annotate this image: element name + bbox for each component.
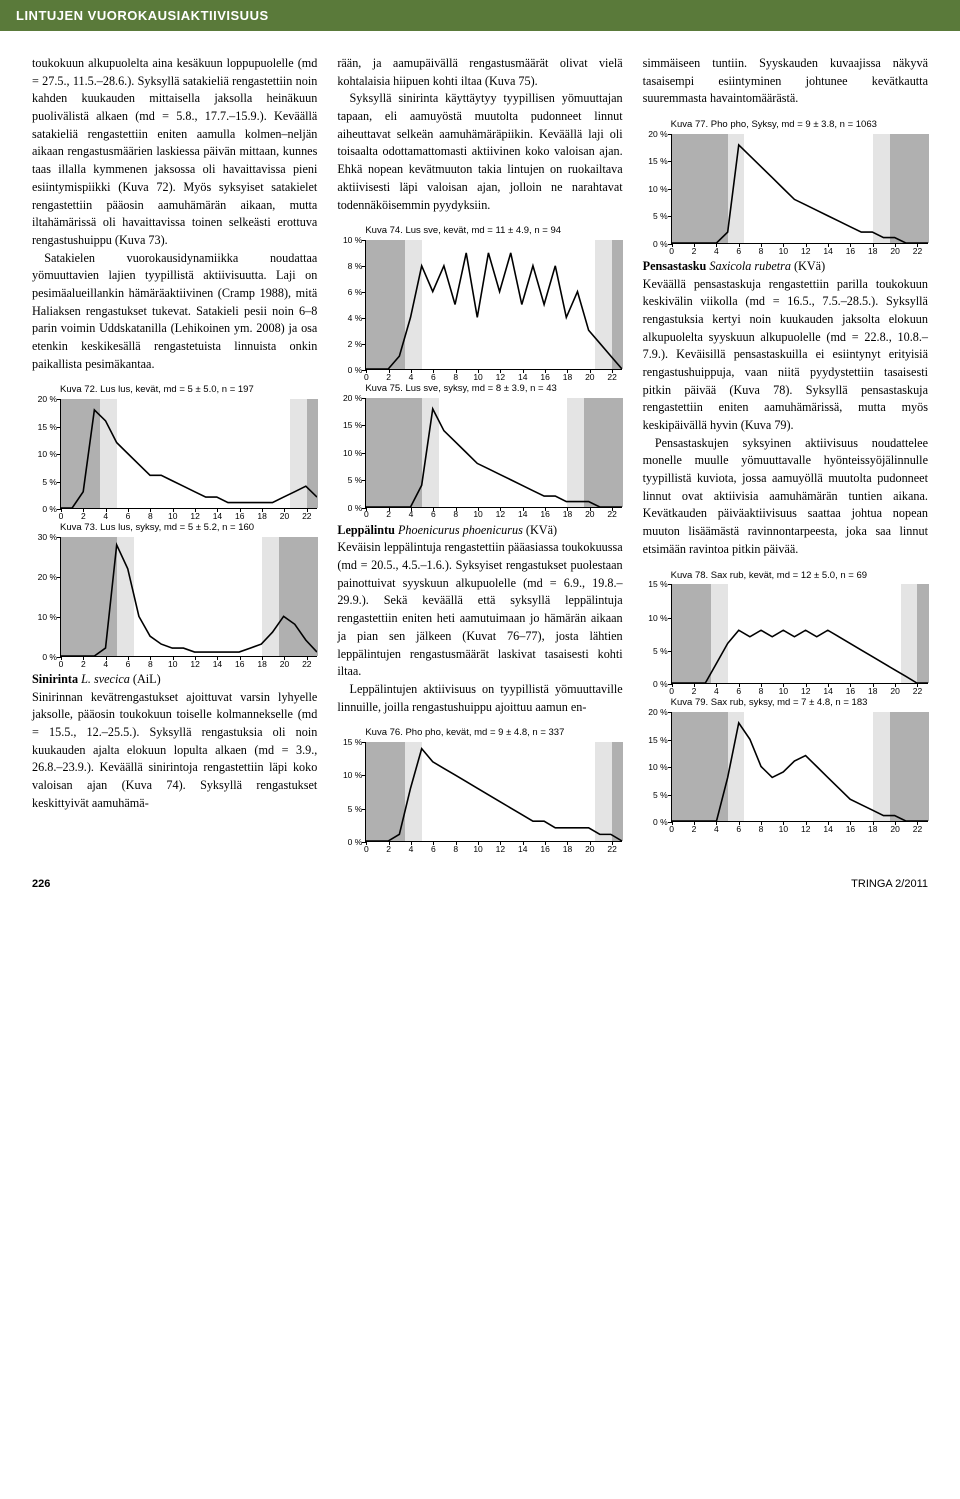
- chart-76: 0 %5 %10 %15 %0246810121416182022: [365, 742, 622, 842]
- chart-73-title: Kuva 73. Lus lus, syksy, md = 5 ± 5.2, n…: [32, 521, 317, 535]
- page-body: toukokuun alkupuolelta aina kesäkuun lop…: [0, 31, 960, 872]
- col2-para-1: rään, ja aamupäivällä rengastusmäärät ol…: [337, 55, 622, 90]
- chart-78: 0 %5 %10 %15 %0246810121416182022: [671, 584, 928, 684]
- column-2: rään, ja aamupäivällä rengastusmäärät ol…: [337, 55, 622, 856]
- pensastasku-heading: Pensastasku Saxicola rubetra (KVä): [643, 258, 928, 276]
- chart-73: 0 %10 %20 %30 %0246810121416182022: [60, 537, 317, 657]
- chart-78-79-wrap: Kuva 78. Sax rub, kevät, md = 12 ± 5.0, …: [643, 569, 928, 823]
- chart-74: 0 %2 %4 %6 %8 %10 %0246810121416182022: [365, 240, 622, 370]
- chart-77: 0 %5 %10 %15 %20 %0246810121416182022: [671, 134, 928, 244]
- col3-para-2: Pensastaskujen syksyinen aktiivisuus nou…: [643, 435, 928, 559]
- col3-para-1: simmäiseen tuntiin. Syyskauden kuvaajiss…: [643, 55, 928, 108]
- page-footer: 226 TRINGA 2/2011: [0, 872, 960, 900]
- chart-76-wrap: Kuva 76. Pho pho, kevät, md = 9 ± 4.8, n…: [337, 726, 622, 842]
- column-container: toukokuun alkupuolelta aina kesäkuun lop…: [32, 55, 928, 856]
- chart-78-title: Kuva 78. Sax rub, kevät, md = 12 ± 5.0, …: [643, 569, 928, 583]
- chart-75: 0 %5 %10 %15 %20 %0246810121416182022: [365, 398, 622, 508]
- chart-79-title: Kuva 79. Sax rub, syksy, md = 7 ± 4.8, n…: [643, 696, 928, 710]
- col2-para-2: Syksyllä sinirinta käyttäytyy tyypillise…: [337, 90, 622, 214]
- chart-72-title: Kuva 72. Lus lus, kevät, md = 5 ± 5.0, n…: [32, 383, 317, 397]
- chart-74-75-wrap: Kuva 74. Lus sve, kevät, md = 11 ± 4.9, …: [337, 224, 622, 508]
- pensastasku-author: (KVä): [794, 259, 825, 273]
- leppalintu-author: (KVä): [526, 523, 557, 537]
- page-number: 226: [32, 878, 50, 890]
- sinirinta-scientific-name: L. svecica: [81, 672, 130, 686]
- section-header-text: LINTUJEN VUOROKAUSIAKTIIVISUUS: [16, 8, 269, 23]
- journal-issue: TRINGA 2/2011: [851, 878, 928, 890]
- chart-77-title: Kuva 77. Pho pho, Syksy, md = 9 ± 3.8, n…: [643, 118, 928, 132]
- col1-para-1: toukokuun alkupuolelta aina kesäkuun lop…: [32, 55, 317, 250]
- leppalintu-scientific-name: Phoenicurus phoenicurus: [398, 523, 523, 537]
- chart-79: 0 %5 %10 %15 %20 %0246810121416182022: [671, 712, 928, 822]
- chart-72-wrap: Kuva 72. Lus lus, kevät, md = 5 ± 5.0, n…: [32, 383, 317, 657]
- chart-77-wrap: Kuva 77. Pho pho, Syksy, md = 9 ± 3.8, n…: [643, 118, 928, 244]
- sinirinta-author: (AiL): [133, 672, 161, 686]
- chart-72: 0 %5 %10 %15 %20 %0246810121416182022: [60, 399, 317, 509]
- leppalintu-common-name: Leppälintu: [337, 523, 395, 537]
- column-3: simmäiseen tuntiin. Syyskauden kuvaajiss…: [643, 55, 928, 856]
- pensastasku-scientific-name: Saxicola rubetra: [709, 259, 791, 273]
- sinirinta-common-name: Sinirinta: [32, 672, 78, 686]
- leppalintu-heading: Leppälintu Phoenicurus phoenicurus (KVä): [337, 522, 622, 540]
- leppalintu-body: Keväisin leppälintuja rengastettiin pääa…: [337, 539, 622, 681]
- sinirinta-heading: Sinirinta L. svecica (AiL): [32, 671, 317, 689]
- sinirinta-body: Sinirinnan kevätrengastukset ajoittuvat …: [32, 689, 317, 813]
- pensastasku-body: Keväällä pensastaskuja rengastettiin par…: [643, 276, 928, 435]
- chart-75-title: Kuva 75. Lus sve, syksy, md = 8 ± 3.9, n…: [337, 382, 622, 396]
- column-1: toukokuun alkupuolelta aina kesäkuun lop…: [32, 55, 317, 856]
- col2-para-3: Leppälintujen aktiivisuus on tyypillistä…: [337, 681, 622, 716]
- chart-76-title: Kuva 76. Pho pho, kevät, md = 9 ± 4.8, n…: [337, 726, 622, 740]
- section-header: LINTUJEN VUOROKAUSIAKTIIVISUUS: [0, 0, 960, 31]
- chart-74-title: Kuva 74. Lus sve, kevät, md = 11 ± 4.9, …: [337, 224, 622, 238]
- pensastasku-common-name: Pensastasku: [643, 259, 707, 273]
- col1-para-2: Satakielen vuorokausidynamiikka noudatta…: [32, 250, 317, 374]
